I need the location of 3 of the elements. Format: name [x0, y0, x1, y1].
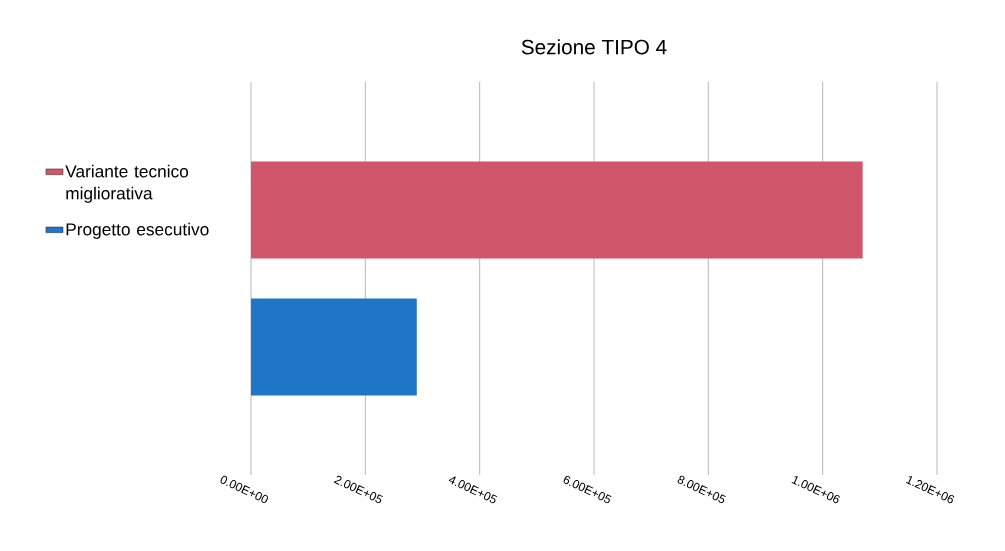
- chart-title: Sezione TIPO 4: [521, 39, 667, 55]
- legend-label: Variante tecnico migliorativa: [65, 164, 189, 203]
- legend-label: Progetto esecutivo: [66, 222, 209, 239]
